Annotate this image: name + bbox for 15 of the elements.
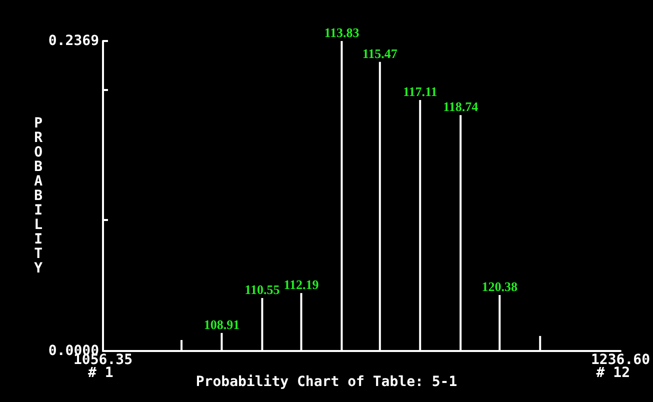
- annotation: 110.55: [244, 282, 280, 298]
- annotation: 113.83: [324, 25, 360, 40]
- annotation: 112.19: [284, 277, 320, 292]
- text: # 12: [596, 365, 630, 381]
- annotation: 115.47: [362, 46, 398, 61]
- y-tick-label: 0.2369: [48, 33, 99, 49]
- text: # 1: [88, 365, 114, 381]
- annotation: 117.11: [402, 84, 438, 100]
- text: Probability Chart of Table: 5-1: [196, 374, 458, 390]
- text: PROBABILITY: [34, 116, 43, 276]
- x-tick-label: 1056.35: [73, 352, 133, 368]
- annotation: 108.91: [204, 316, 240, 332]
- annotation: 120.38: [482, 278, 518, 294]
- annotation: 118.74: [443, 99, 479, 114]
- x-tick-label: 1236.60: [590, 352, 650, 368]
